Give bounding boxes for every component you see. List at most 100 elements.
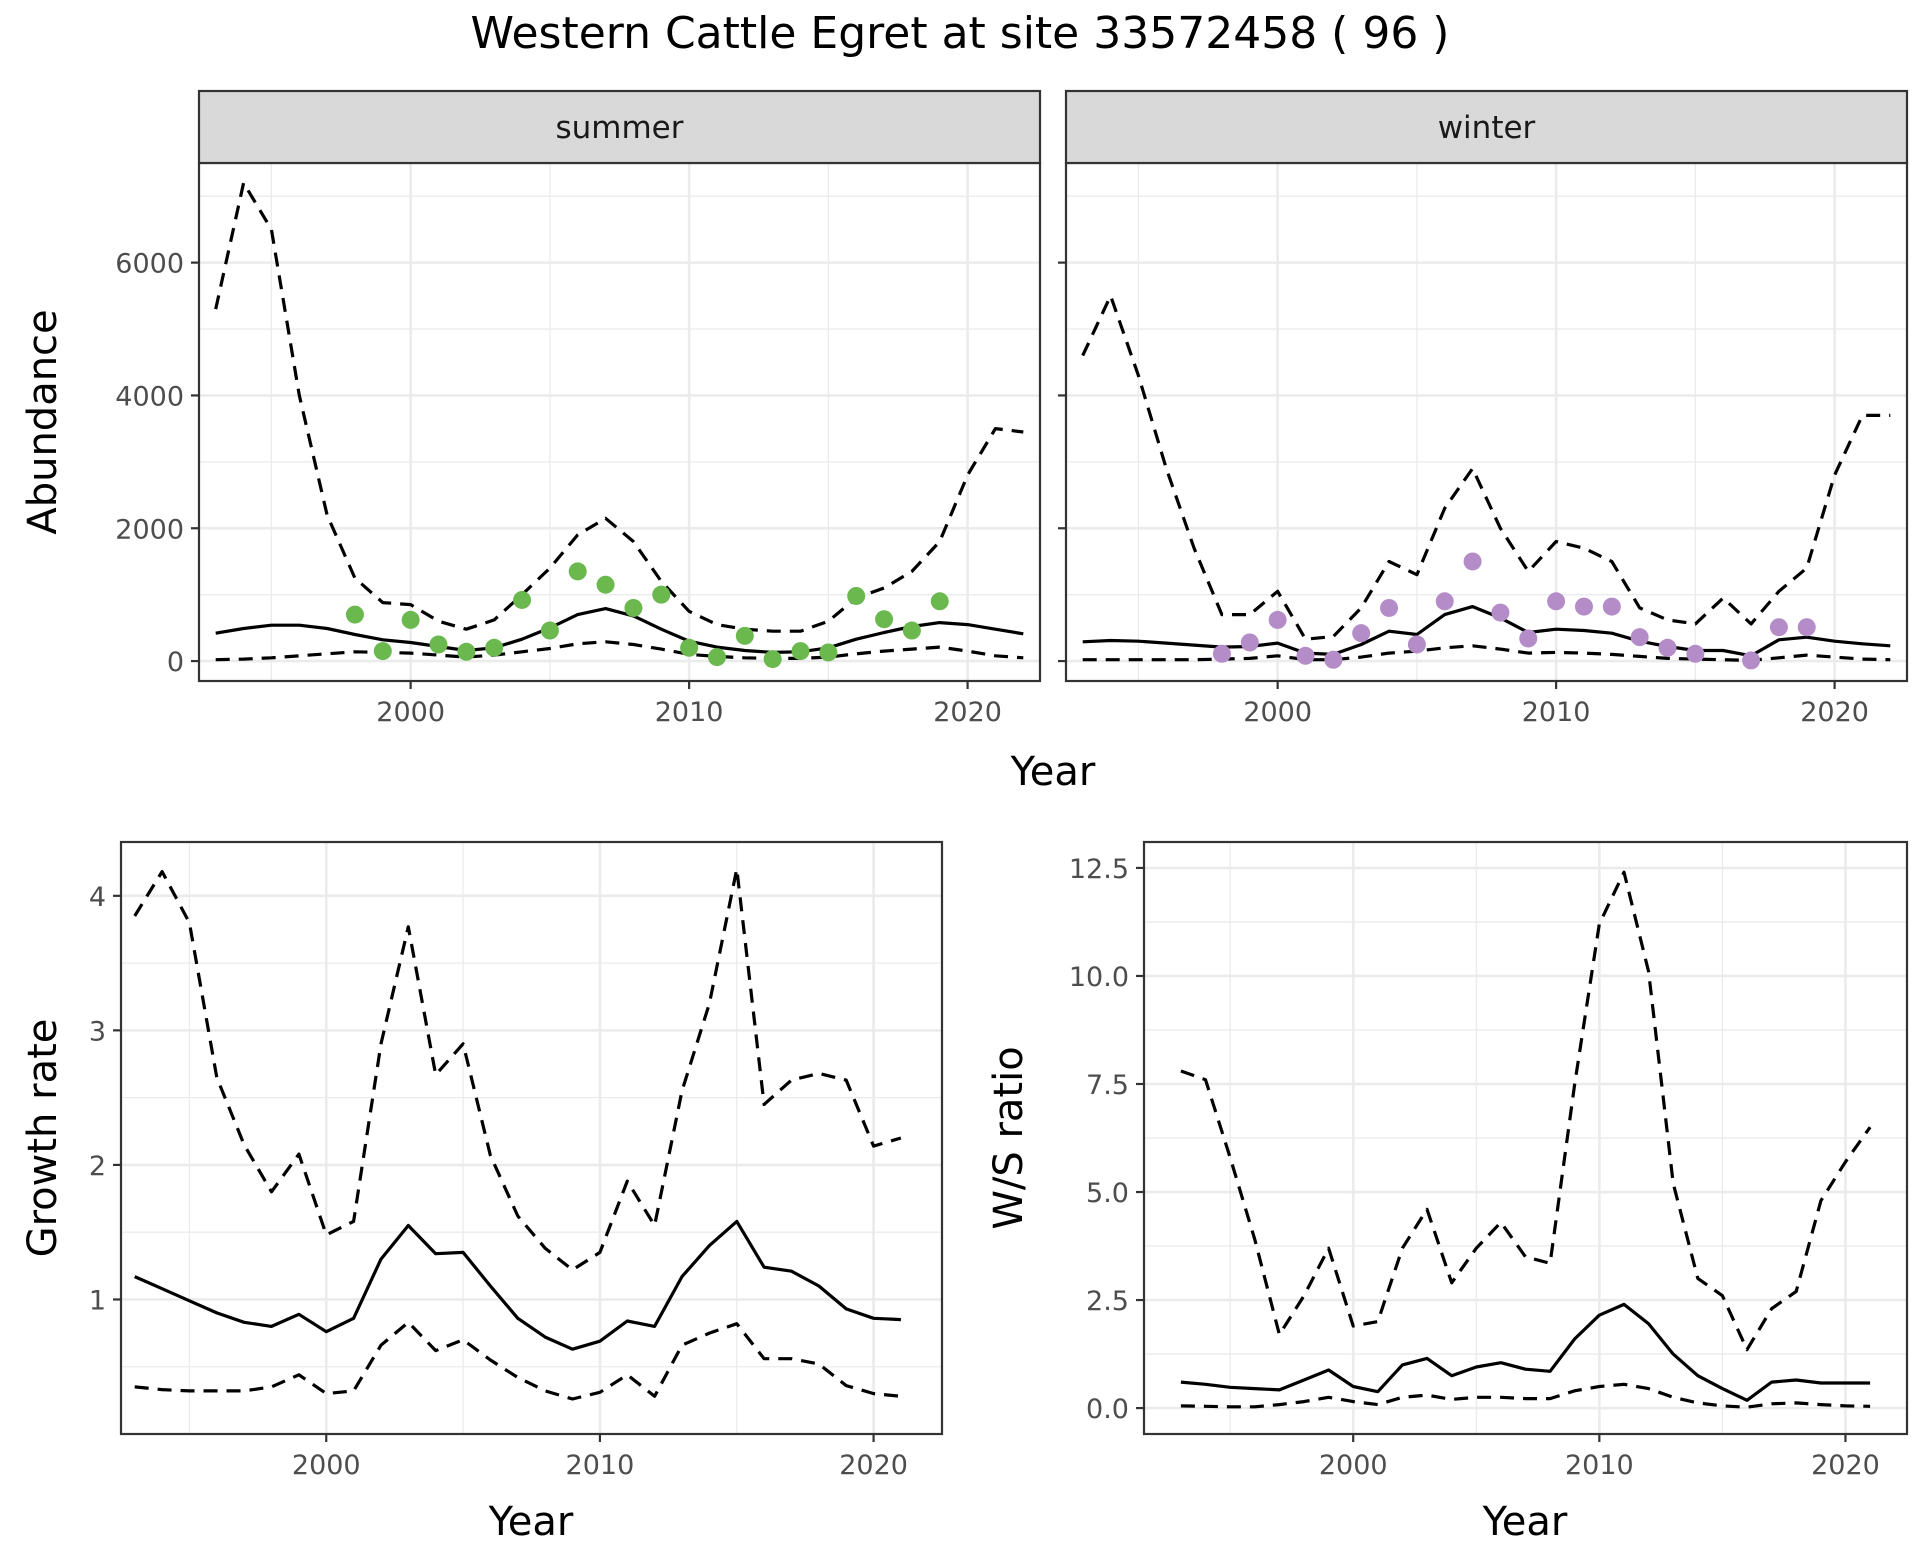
x-tick-label: 2000 xyxy=(1319,1450,1388,1481)
data-point xyxy=(429,635,448,654)
y-axis-title: Growth rate xyxy=(20,1019,66,1258)
y-tick-label: 5.0 xyxy=(1086,1178,1129,1209)
data-point xyxy=(1742,651,1761,670)
data-point xyxy=(1686,644,1705,663)
data-point xyxy=(1407,635,1426,654)
y-tick-label: 12.5 xyxy=(1069,854,1129,885)
x-tick-label: 2000 xyxy=(292,1450,361,1481)
data-point xyxy=(485,638,504,657)
series-line-estimate xyxy=(1180,1302,1871,1402)
y-axis-title: Abundance xyxy=(20,309,66,534)
panel-winter: winter 2000 2010 2020 xyxy=(1058,89,1909,728)
facet-strip xyxy=(197,89,1042,165)
data-point xyxy=(1574,597,1593,616)
data-point xyxy=(345,605,364,624)
y-tick-label: 2 xyxy=(89,1151,106,1182)
data-point xyxy=(540,621,559,640)
data-point xyxy=(401,610,420,629)
series-line-upper xyxy=(133,867,902,1272)
y-tick-label: 4000 xyxy=(115,381,184,412)
data-point xyxy=(1463,552,1482,571)
x-tick-label: 2010 xyxy=(655,697,724,728)
data-point xyxy=(513,590,532,609)
series-line-lower xyxy=(134,1320,902,1401)
data-point xyxy=(1212,644,1231,663)
panel-border xyxy=(119,840,944,1436)
data-point xyxy=(902,621,921,640)
x-tick-label: 2010 xyxy=(1522,697,1591,728)
y-tick-label: 0 xyxy=(167,647,184,678)
data-point xyxy=(847,586,866,605)
grid xyxy=(1066,163,1907,681)
x-tick-label: 2000 xyxy=(1243,697,1312,728)
plot-background xyxy=(199,163,1040,681)
data-point xyxy=(707,648,726,667)
x-tick-label: 2010 xyxy=(1565,1450,1634,1481)
data-point xyxy=(457,642,476,661)
y-tick-label: 0.0 xyxy=(1086,1394,1129,1425)
x-tick-label: 2020 xyxy=(839,1450,908,1481)
y-tick-label: 3 xyxy=(89,1016,106,1047)
data-point xyxy=(763,650,782,669)
x-tick-label: 2020 xyxy=(933,697,1002,728)
data-point xyxy=(1435,592,1454,611)
data-point xyxy=(1797,618,1816,637)
panel-growth: 2000 2010 2020 1 2 3 4 Year Growth rate xyxy=(20,840,944,1545)
data-point xyxy=(596,575,615,594)
x-axis-title: Year xyxy=(488,1499,574,1545)
y-tick-label: 1 xyxy=(89,1285,106,1316)
data-point xyxy=(652,585,671,604)
plot-background xyxy=(1066,163,1907,681)
series-line-estimate xyxy=(134,1219,901,1351)
data-point xyxy=(875,610,894,629)
panels: summer 2000 2010 2020 0 2000 4000 6000 Abundance… xyxy=(20,89,1909,1545)
grid xyxy=(121,842,942,1434)
facet-strip xyxy=(1064,89,1909,165)
data-point xyxy=(1519,629,1538,648)
data-point xyxy=(1296,646,1315,665)
y-axis-title: W/S ratio xyxy=(986,1046,1032,1229)
data-point xyxy=(1268,610,1287,629)
panel-border xyxy=(1142,840,1909,1436)
data-point xyxy=(1352,624,1371,643)
data-point xyxy=(624,598,643,617)
data-point xyxy=(819,643,838,662)
grid xyxy=(1144,842,1907,1434)
x-tick-label: 2020 xyxy=(1800,697,1869,728)
facet-strip-label: summer xyxy=(555,110,683,146)
plot-background xyxy=(121,842,942,1434)
series-line-lower xyxy=(1180,1382,1871,1409)
series-line-upper xyxy=(214,181,1024,633)
y-tick-label: 7.5 xyxy=(1086,1070,1129,1101)
grid xyxy=(199,163,1040,681)
data-point xyxy=(1630,628,1649,647)
x-tick-label: 2020 xyxy=(1811,1450,1880,1481)
y-tick-label: 2.5 xyxy=(1086,1286,1129,1317)
series-line-lower xyxy=(215,640,1024,662)
panel-ratio: 2000 2010 2020 0.0 2.5 5.0 7.5 10.0 12.5 Year W/S … xyxy=(986,840,1909,1545)
data-point xyxy=(1380,598,1399,617)
x-axis-title: Year xyxy=(1482,1499,1568,1545)
data-point xyxy=(1602,597,1621,616)
data-point xyxy=(930,592,949,611)
data-point xyxy=(791,642,810,661)
data-point xyxy=(1547,592,1566,611)
data-point xyxy=(373,642,392,661)
y-tick-label: 2000 xyxy=(115,514,184,545)
data-point xyxy=(735,626,754,645)
x-tick-label: 2010 xyxy=(566,1450,635,1481)
y-tick-label: 10.0 xyxy=(1069,962,1129,993)
chart-title: Western Cattle Egret at site 33572458 ( … xyxy=(471,8,1450,59)
series-line-estimate xyxy=(215,607,1024,654)
data-point xyxy=(680,638,699,657)
data-point xyxy=(1240,633,1259,652)
y-tick-label: 6000 xyxy=(115,249,184,280)
data-point xyxy=(1769,618,1788,637)
series-line-upper xyxy=(1081,294,1891,641)
series-line-upper xyxy=(1180,870,1872,1352)
panel-summer: summer 2000 2010 2020 0 2000 4000 6000 Abundance xyxy=(20,89,1042,728)
facet-strip-label: winter xyxy=(1438,110,1536,146)
y-tick-label: 4 xyxy=(89,882,106,913)
data-point xyxy=(1324,650,1343,669)
